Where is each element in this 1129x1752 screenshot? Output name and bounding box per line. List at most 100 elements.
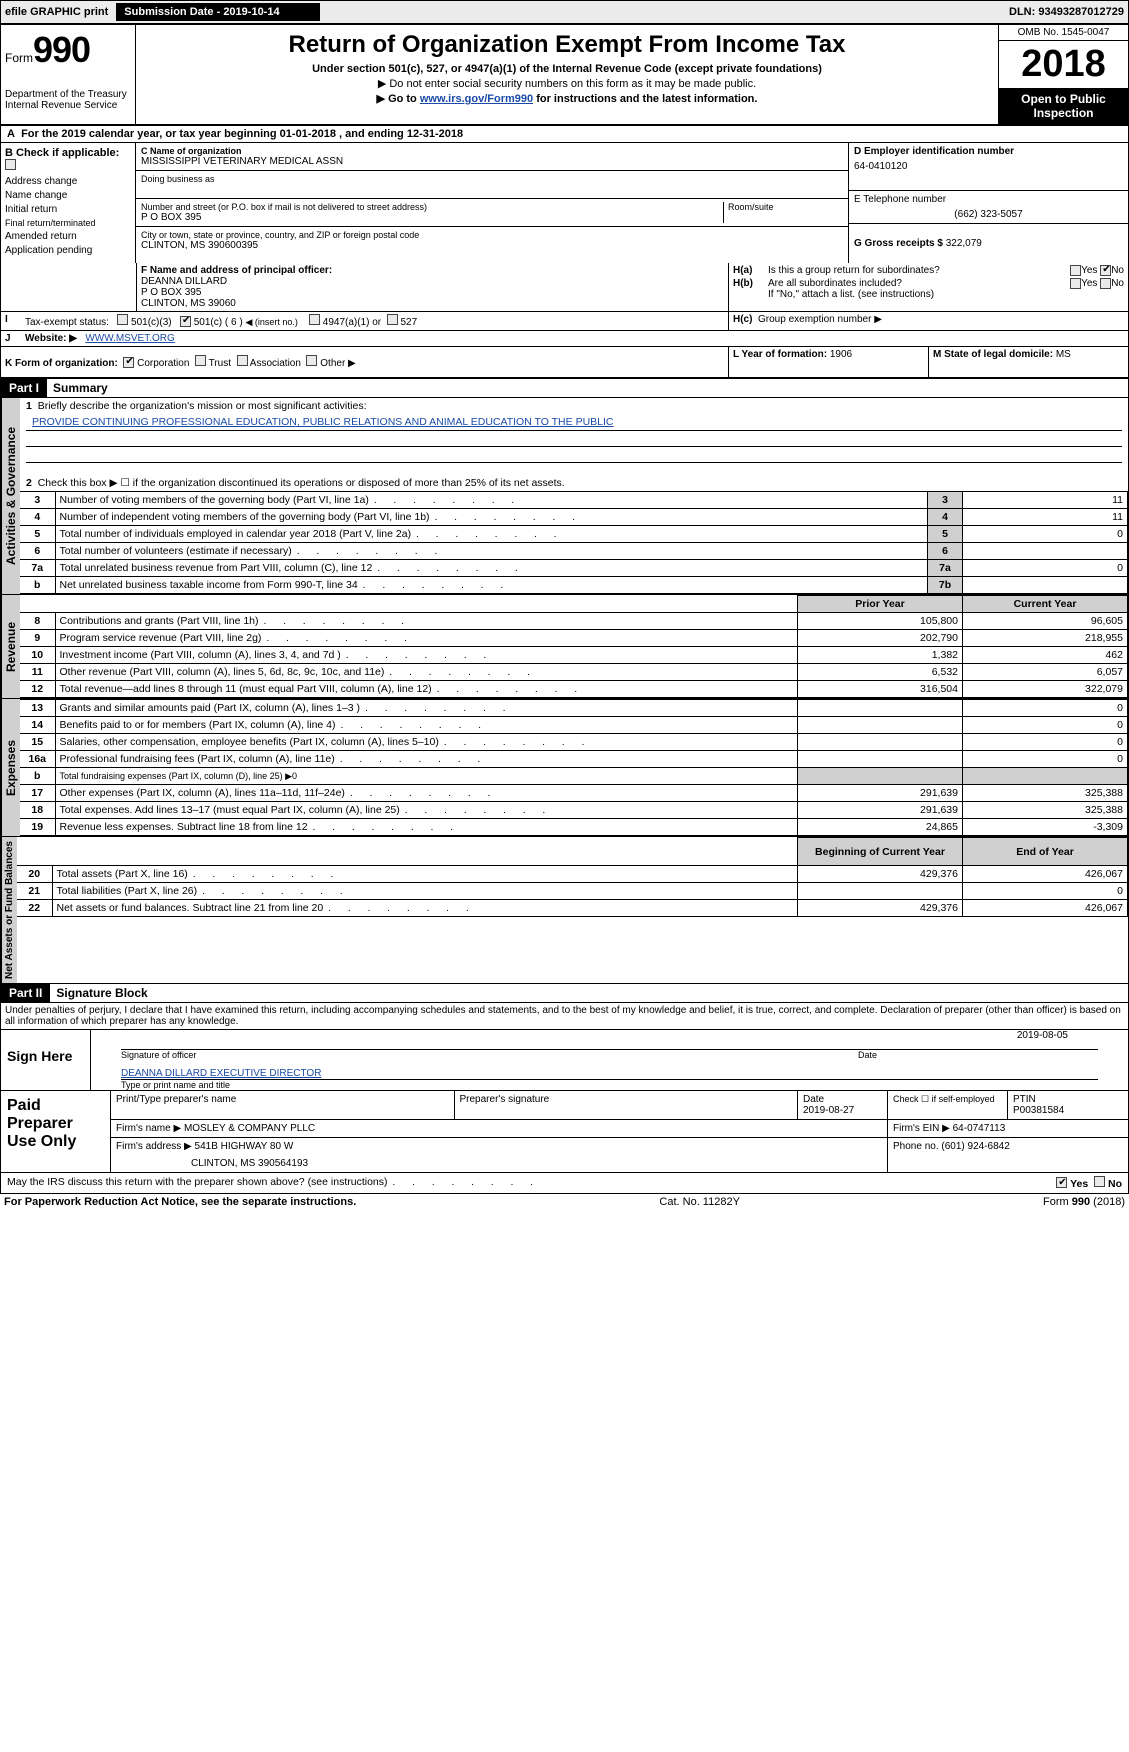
k-assoc-checkbox[interactable]: [237, 355, 248, 366]
part2-title: Signature Block: [50, 986, 147, 1000]
k-corp-checkbox[interactable]: [123, 357, 134, 368]
form-prefix: Form: [5, 51, 33, 65]
d-ein-value: 64-0410120: [854, 161, 1123, 172]
firm-name: MOSLEY & COMPANY PLLC: [184, 1123, 315, 1134]
activities-governance-block: Activities & Governance 1 Briefly descri…: [0, 398, 1129, 595]
ag-table: 3 Number of voting members of the govern…: [20, 491, 1128, 594]
nafb-table: Beginning of Current Year End of Year20 …: [17, 837, 1128, 917]
part2-tag: Part II: [1, 984, 50, 1002]
expenses-block: Expenses 13 Grants and similar amounts p…: [0, 699, 1129, 837]
org-name: MISSISSIPPI VETERINARY MEDICAL ASSN: [141, 156, 843, 167]
opt-name-change: Name change: [5, 190, 67, 201]
street-value: P O BOX 395: [141, 212, 723, 223]
hb-yes-checkbox[interactable]: [1070, 278, 1081, 289]
row-i: I Tax-exempt status: 501(c)(3) 501(c) ( …: [0, 312, 1129, 331]
k-trust-checkbox[interactable]: [195, 355, 206, 366]
f-addr2: CLINTON, MS 39060: [141, 298, 724, 309]
i-527-checkbox[interactable]: [387, 314, 398, 325]
q1-label: Briefly describe the organization's miss…: [38, 400, 367, 412]
city-label: City or town, state or province, country…: [141, 230, 843, 240]
expenses-table: 13 Grants and similar amounts paid (Part…: [20, 699, 1128, 836]
type-name-label: Type or print name and title: [91, 1080, 1128, 1090]
row-j: J Website: ▶ WWW.MSVET.ORG: [0, 331, 1129, 347]
irs-link[interactable]: www.irs.gov/Form990: [420, 93, 533, 105]
discuss-yes-checkbox[interactable]: [1056, 1177, 1067, 1188]
opt-amended: Amended return: [5, 231, 77, 242]
k-other-checkbox[interactable]: [306, 355, 317, 366]
footer-mid: Cat. No. 11282Y: [659, 1196, 740, 1208]
dept-irs: Internal Revenue Service: [5, 100, 131, 111]
sig-officer-label: Signature of officer: [91, 1050, 828, 1060]
i-501c-checkbox[interactable]: [180, 316, 191, 327]
g-gross-value: 322,079: [946, 238, 982, 249]
room-label: Room/suite: [728, 202, 843, 212]
expenses-side-label: Expenses: [1, 699, 20, 836]
footer-right: Form 990 (2018): [1043, 1196, 1125, 1208]
officer-name-title: DEANNA DILLARD EXECUTIVE DIRECTOR: [121, 1068, 1098, 1080]
website-link[interactable]: WWW.MSVET.ORG: [85, 333, 174, 344]
opt-address-change: Address change: [5, 176, 77, 187]
part1-tag: Part I: [1, 379, 47, 397]
paid-preparer-block: Paid Preparer Use Only Print/Type prepar…: [0, 1091, 1129, 1173]
self-emp-label: Check ☐ if self-employed: [888, 1091, 1008, 1120]
i-4947-checkbox[interactable]: [309, 314, 320, 325]
opt-initial-return: Initial return: [5, 204, 57, 215]
phone-value: (601) 924-6842: [941, 1141, 1009, 1152]
block-b-through-g: B Check if applicable: Address change Na…: [0, 143, 1129, 263]
date-label: Date: [828, 1050, 1128, 1060]
checkbox[interactable]: [5, 159, 16, 170]
open-public-badge: Open to Public Inspection: [999, 88, 1128, 124]
firm-addr2: CLINTON, MS 390564193: [116, 1158, 882, 1169]
prep-sig-label: Preparer's signature: [455, 1091, 799, 1120]
sig-date: 2019-08-05: [91, 1030, 1128, 1041]
row-a: A For the 2019 calendar year, or tax yea…: [0, 125, 1129, 143]
firm-addr-label: Firm's address ▶: [116, 1141, 192, 1152]
f-label: F Name and address of principal officer:: [141, 265, 724, 276]
discuss-no-checkbox[interactable]: [1094, 1176, 1105, 1187]
discuss-label: May the IRS discuss this return with the…: [7, 1176, 388, 1188]
top-bar: efile GRAPHIC print Submission Date - 20…: [0, 0, 1129, 24]
opt-pending: Application pending: [5, 245, 92, 256]
row-klm: K Form of organization: Corporation Trus…: [0, 347, 1129, 378]
hc-label: Group exemption number ▶: [758, 314, 882, 325]
paid-prep-label: Paid Preparer Use Only: [1, 1091, 111, 1172]
ha-no-checkbox[interactable]: [1100, 265, 1111, 276]
k-label: K Form of organization:: [5, 358, 118, 369]
discuss-row: May the IRS discuss this return with the…: [0, 1173, 1129, 1194]
efile-label: efile GRAPHIC print: [5, 6, 116, 18]
e-phone-label: E Telephone number: [854, 194, 1123, 205]
header-note-2: ▶ Go to www.irs.gov/Form990 for instruct…: [142, 92, 992, 105]
g-gross-label: G Gross receipts $: [854, 238, 943, 249]
city-value: CLINTON, MS 390600395: [141, 240, 843, 251]
ag-side-label: Activities & Governance: [1, 398, 20, 594]
prep-date-label: Date: [803, 1094, 882, 1105]
footer: For Paperwork Reduction Act Notice, see …: [0, 1194, 1129, 1210]
ha-label: Is this a group return for subordinates?: [768, 265, 1070, 276]
i-501c3-checkbox[interactable]: [117, 314, 128, 325]
q1-value: PROVIDE CONTINUING PROFESSIONAL EDUCATIO…: [26, 414, 1122, 431]
ptin-value: P00381584: [1013, 1105, 1123, 1116]
sign-here-label: Sign Here: [1, 1030, 91, 1090]
hb-note: If "No," attach a list. (see instruction…: [733, 289, 1124, 300]
form-header: Form990 Department of the Treasury Inter…: [0, 24, 1129, 125]
form-title: Return of Organization Exempt From Incom…: [142, 31, 992, 59]
revenue-table: Prior Year Current Year8 Contributions a…: [20, 595, 1128, 698]
e-phone-value: (662) 323-5057: [854, 209, 1123, 220]
firm-name-label: Firm's name ▶: [116, 1123, 181, 1134]
hb-no-checkbox[interactable]: [1100, 278, 1111, 289]
revenue-side-label: Revenue: [1, 595, 20, 698]
ha-yes-checkbox[interactable]: [1070, 265, 1081, 276]
m-value: MS: [1056, 349, 1071, 360]
phone-label: Phone no.: [893, 1141, 939, 1152]
hb-label: Are all subordinates included?: [768, 278, 1070, 289]
street-label: Number and street (or P.O. box if mail i…: [141, 202, 723, 212]
f-addr1: P O BOX 395: [141, 287, 724, 298]
row-f-h: F Name and address of principal officer:…: [0, 263, 1129, 312]
submission-date: Submission Date - 2019-10-14: [116, 3, 319, 21]
tax-year: 2018: [999, 41, 1128, 88]
prep-date: 2019-08-27: [803, 1105, 882, 1116]
form-number: 990: [33, 29, 90, 70]
dba-label: Doing business as: [141, 174, 843, 184]
ptin-label: PTIN: [1013, 1094, 1123, 1105]
form-subtitle: Under section 501(c), 527, or 4947(a)(1)…: [142, 63, 992, 75]
